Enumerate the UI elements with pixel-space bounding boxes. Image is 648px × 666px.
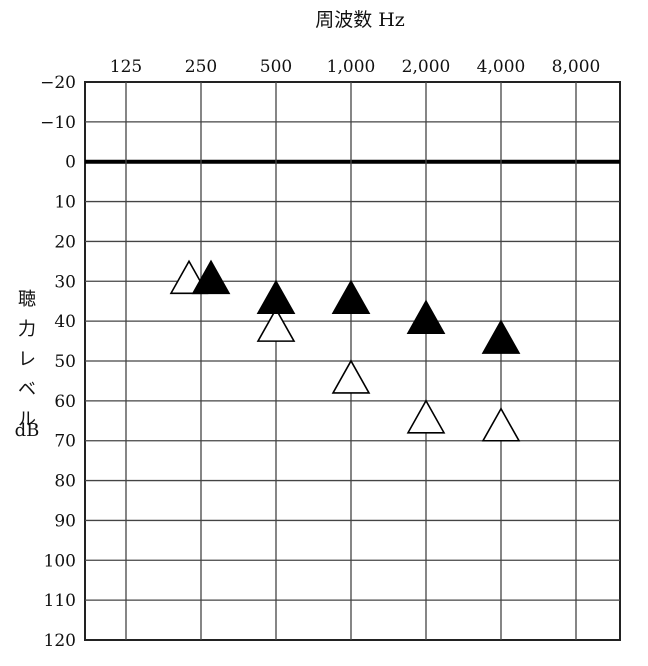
y-axis-label-line: 聴 (18, 289, 36, 310)
y-tick-label: 50 (54, 352, 76, 372)
filled-triangle-marker (406, 299, 446, 334)
filled-triangle-marker (331, 279, 371, 315)
y-axis-label-line: レ (18, 349, 36, 370)
y-tick-label: 90 (54, 511, 76, 531)
x-tick-labels: 125 250 500 1,000 2,000 4,000 8,000 (110, 57, 601, 77)
y-tick-label: 10 (54, 193, 76, 213)
filled-triangle-marker (191, 259, 231, 295)
y-tick-label: −20 (40, 73, 76, 93)
y-axis-label-line: ル (18, 409, 36, 430)
y-tick-label: 60 (54, 392, 76, 412)
x-tick-label: 250 (185, 57, 217, 77)
y-axis-label-line: ベ (18, 379, 36, 400)
y-tick-label: 40 (54, 312, 76, 332)
open-triangle-marker (406, 399, 446, 434)
y-tick-label: 80 (54, 472, 76, 492)
x-tick-label: 2,000 (402, 57, 451, 77)
chart-title: 周波数 Hz (315, 9, 405, 31)
y-tick-label: 30 (54, 272, 76, 292)
y-tick-label: 100 (44, 551, 76, 571)
y-tick-label: 20 (54, 232, 76, 252)
filled-triangle-marker (481, 319, 521, 354)
x-tick-label: 500 (260, 57, 292, 77)
open-triangle-marker (481, 407, 521, 442)
x-tick-label: 125 (110, 57, 142, 77)
y-tick-label: 110 (44, 591, 76, 611)
y-axis-label-line: dB (15, 420, 40, 441)
y-tick-labels: −20 −10 0 10 20 30 40 50 60 70 80 90 100 110 120 (40, 73, 76, 651)
filled-triangle-marker (256, 279, 296, 315)
x-tick-label: 8,000 (552, 57, 601, 77)
open-triangle-marker (256, 307, 296, 342)
open-triangle-marker (331, 359, 371, 394)
y-tick-label: 70 (54, 432, 76, 452)
x-tick-label: 4,000 (477, 57, 526, 77)
grid (84, 81, 621, 641)
y-axis-label-line: 力 (18, 319, 36, 340)
y-tick-label: −10 (40, 113, 76, 133)
data-markers (169, 259, 521, 442)
y-tick-label: 120 (44, 631, 76, 651)
x-tick-label: 1,000 (327, 57, 376, 77)
y-tick-label: 0 (65, 153, 76, 173)
